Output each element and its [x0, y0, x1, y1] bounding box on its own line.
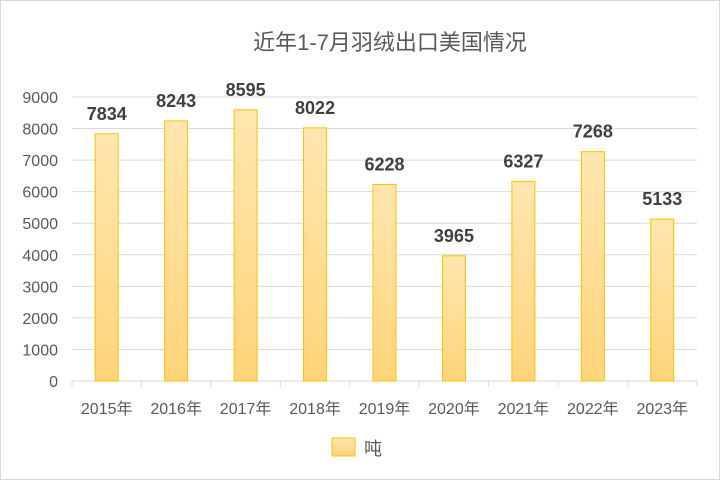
y-tick-label: 1000	[22, 342, 58, 359]
y-tick-label: 8000	[22, 122, 58, 139]
bar	[580, 151, 605, 382]
bar	[441, 255, 466, 382]
bar	[511, 180, 536, 382]
y-tick-label: 4000	[22, 248, 58, 265]
x-tick-label: 2021年	[498, 400, 550, 418]
data-label: 6327	[503, 151, 543, 171]
x-tick-label: 2019年	[359, 400, 411, 418]
bar	[303, 127, 328, 382]
bar	[94, 133, 119, 382]
data-label: 7834	[87, 104, 127, 124]
data-label: 6228	[364, 154, 404, 174]
y-tick-label: 5000	[22, 216, 58, 233]
x-tick-label: 2018年	[289, 400, 341, 418]
bar	[372, 183, 397, 382]
y-tick-label: 6000	[22, 185, 58, 202]
data-label: 5133	[642, 189, 682, 209]
y-tick-label: 3000	[22, 279, 58, 296]
legend-label: 吨	[364, 439, 382, 459]
x-tick-label: 2017年	[220, 400, 272, 418]
y-tick-label: 7000	[22, 153, 58, 170]
data-label: 8595	[226, 80, 266, 100]
chart-title: 近年1-7月羽绒出口美国情况	[253, 30, 527, 55]
y-tick-label: 9000	[22, 90, 58, 107]
y-tick-label: 2000	[22, 311, 58, 328]
data-label: 8243	[156, 91, 196, 111]
x-tick-label: 2023年	[636, 400, 688, 418]
legend: 吨	[331, 437, 382, 459]
bar	[233, 109, 258, 382]
y-tick-label: 0	[49, 374, 58, 391]
data-label: 8022	[295, 98, 335, 118]
x-tick-label: 2015年	[81, 400, 133, 418]
data-label: 7268	[573, 122, 613, 142]
legend-swatch	[331, 437, 356, 457]
bar	[164, 120, 189, 382]
x-tick-label: 2016年	[150, 400, 202, 418]
x-tick-label: 2022年	[567, 400, 619, 418]
data-label: 3965	[434, 226, 474, 246]
bar	[650, 218, 675, 382]
x-tick-label: 2020年	[428, 400, 480, 418]
